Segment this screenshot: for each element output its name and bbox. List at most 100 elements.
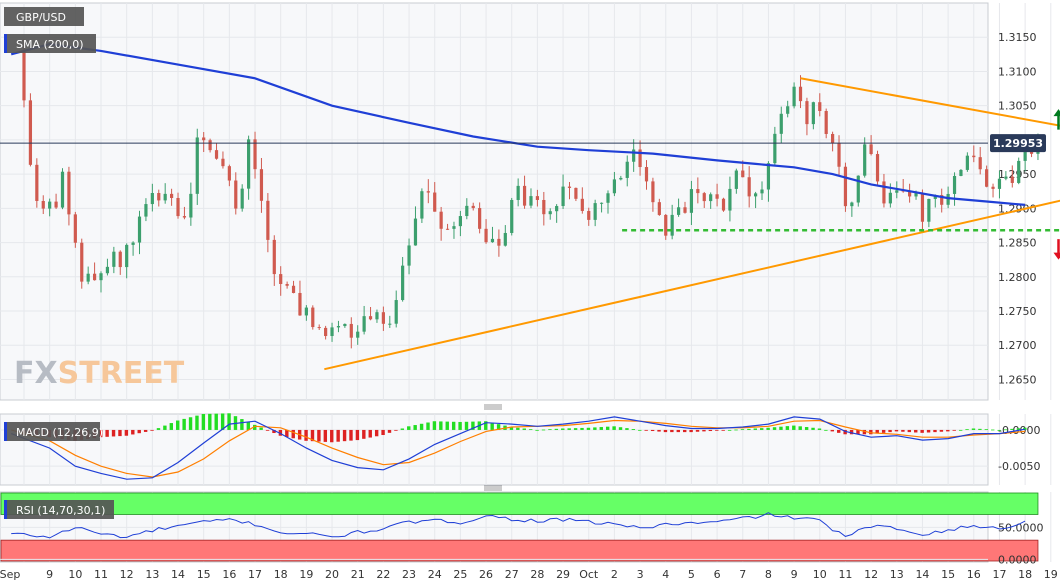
macd-hist-bar (856, 429, 860, 435)
macd-hist-bar (554, 428, 559, 430)
candle-body (696, 189, 700, 194)
x-tick-label: 23 (402, 568, 416, 581)
x-tick-label: 25 (453, 568, 467, 581)
candle-body (375, 312, 379, 320)
candle-body (208, 140, 212, 151)
macd-hist-bar (381, 429, 385, 436)
candle-body (798, 86, 803, 102)
macd-hist-bar (541, 429, 546, 431)
macd-hist-bar (272, 429, 276, 434)
rsi-y-tick-label: 50.0000 (998, 521, 1044, 534)
candle-body (959, 169, 963, 176)
candle-body (1004, 176, 1008, 179)
candle-body (580, 198, 584, 211)
macd-hist-bar (631, 429, 636, 430)
candle-body (965, 155, 969, 170)
macd-hist-bar (143, 429, 148, 432)
candle-body (535, 196, 539, 200)
macd-signal-line (11, 419, 1026, 478)
macd-hist-bar (548, 429, 552, 431)
macd-hist-bar (894, 429, 899, 432)
candle-body (176, 197, 180, 217)
macd-hist-bar (593, 427, 597, 430)
y-tick-label: 1.2650 (998, 373, 1037, 386)
candle-body (978, 157, 982, 170)
macd-hist-bar (285, 429, 289, 438)
candle-body (471, 205, 475, 209)
candle-body (522, 185, 527, 206)
macd-hist-bar (785, 426, 790, 430)
candle-body (914, 193, 918, 197)
candle-body (452, 226, 456, 229)
fxstreet-watermark: FXSTREET (14, 356, 185, 391)
macd-hist-bar (1003, 429, 1008, 431)
candle-body (587, 210, 591, 220)
candle-body (574, 187, 578, 199)
x-tick-label: 21 (351, 568, 365, 581)
candle-body (734, 170, 738, 189)
candle-body (599, 202, 604, 204)
candle-body (67, 171, 71, 215)
candle-body (875, 154, 880, 182)
candle-body (118, 251, 122, 268)
macd-hist-bar (362, 429, 366, 439)
candle-body (869, 144, 873, 155)
y-tick-label: 1.3100 (998, 65, 1037, 78)
macd-hist-bar (336, 429, 340, 442)
macd-hist-bar (407, 426, 411, 430)
macd-hist-bar (586, 427, 591, 430)
candle-body (35, 164, 39, 201)
macd-hist-bar (625, 428, 629, 430)
candle-body (933, 195, 937, 199)
candle-body (997, 178, 1002, 189)
candle-body (41, 200, 45, 209)
macd-hist-bar (663, 429, 668, 433)
macd-hist-bar (368, 429, 372, 438)
macd-hist-bar (535, 429, 539, 431)
candle-body (952, 175, 957, 194)
macd-hist-bar (971, 428, 976, 430)
candle-body (786, 106, 790, 114)
candle-body (888, 192, 892, 204)
rsi-label-tick (4, 500, 7, 519)
candles (22, 39, 1040, 349)
candle-body (985, 169, 989, 187)
macd-hist-bar (779, 426, 783, 430)
macd-hist-bar (670, 429, 674, 433)
candle-body (202, 137, 206, 141)
macd-hist-bar (817, 428, 822, 430)
macd-hist-bar (881, 429, 886, 433)
candle-body (831, 133, 835, 143)
macd-hist-bar (792, 425, 796, 430)
macd-hist-bar (965, 429, 969, 431)
x-tick-label: 11 (838, 568, 852, 581)
macd-hist-bar (721, 429, 725, 431)
macd-hist-bar (464, 421, 469, 430)
macd-hist-bar (573, 428, 578, 430)
candle-body (638, 149, 642, 168)
candle-body (150, 193, 154, 205)
macd-hist-bar (419, 423, 424, 430)
rsi-line (11, 512, 1026, 539)
candle-body (644, 167, 649, 182)
pair-title: GBP/USD (16, 11, 66, 24)
x-tick-label: 24 (428, 568, 442, 581)
x-tick-label: Sep (0, 568, 20, 581)
macd-hist-bar (439, 421, 443, 430)
macd-hist-bar (490, 422, 494, 430)
macd-hist-bar (118, 429, 122, 437)
x-tick-label: 22 (376, 568, 390, 581)
macd-hist-bar (747, 428, 751, 430)
rsi-y-tick-label: 0.0000 (998, 553, 1037, 566)
macd-hist-bar (689, 429, 693, 433)
candle-body (593, 203, 597, 220)
candle-body (60, 171, 65, 208)
macd-hist-bar (317, 429, 321, 442)
macd-hist-bar (355, 429, 360, 441)
candle-body (336, 326, 341, 328)
candle-body (28, 100, 33, 165)
candle-body (882, 181, 886, 204)
candle-body (561, 186, 565, 207)
candle-body (163, 193, 167, 201)
